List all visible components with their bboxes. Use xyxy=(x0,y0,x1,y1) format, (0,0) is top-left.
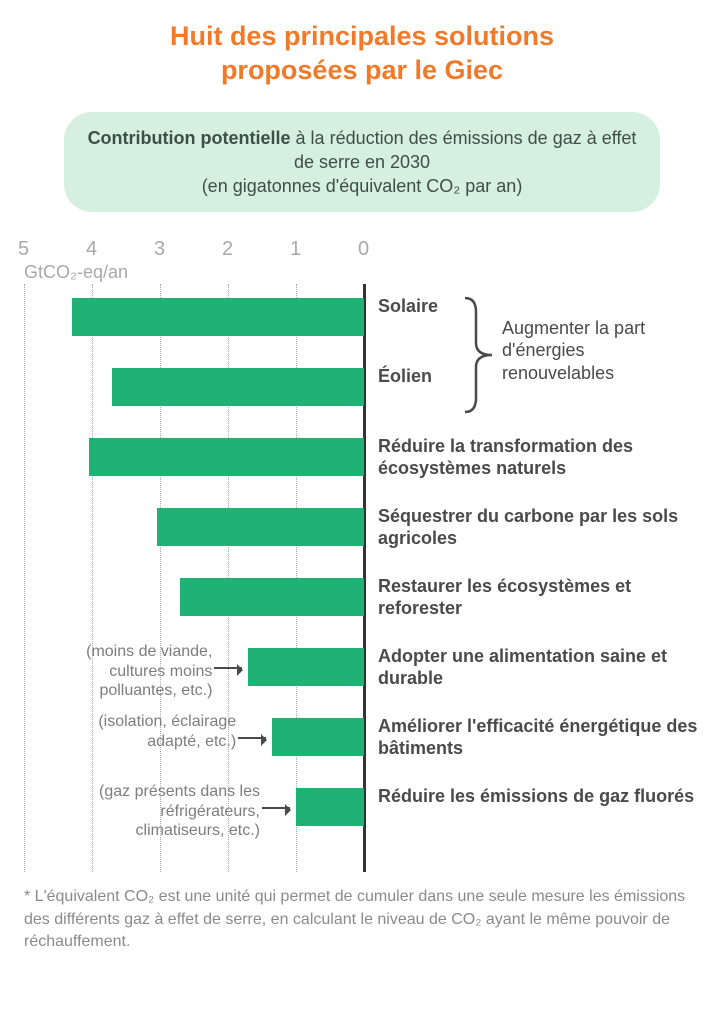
bar-sublabel: (moins de viande, cultures moins polluan… xyxy=(47,642,212,700)
subtitle-rest1: à la réduction des émissions de gaz à ef… xyxy=(291,128,637,172)
bar-sublabel: (isolation, éclairage adapté, etc.) xyxy=(71,712,236,750)
bar-sublabel: (gaz présents dans les réfrigérateurs, c… xyxy=(95,782,260,840)
bar xyxy=(248,648,364,686)
bar-label: Restaurer les écosystèmes et reforester xyxy=(378,576,700,619)
arrow-icon xyxy=(214,667,242,669)
bar-label: Améliorer l'efficacité énergétique des b… xyxy=(378,716,700,759)
bar-row: Restaurer les écosystèmes et reforester xyxy=(24,572,700,642)
title-line-2: proposées par le Giec xyxy=(221,55,503,85)
renewables-bracket-label: Augmenter la part d'énergies renouvelabl… xyxy=(502,317,692,385)
bar-label: Réduire la transformation des écosystème… xyxy=(378,436,700,479)
axis-tick: 1 xyxy=(290,238,302,261)
bar-row: Réduire les émissions de gaz fluorés (gaz… xyxy=(24,782,700,852)
bar-row: Séquestrer du carbone par les sols agric… xyxy=(24,502,700,572)
bar xyxy=(296,788,364,826)
title-line-1: Huit des principales solutions xyxy=(170,21,554,51)
arrow-icon xyxy=(238,737,266,739)
subtitle-bold: Contribution potentielle xyxy=(88,128,291,148)
subtitle-box: Contribution potentielle à la réduction … xyxy=(64,112,660,213)
bar-label: Adopter une alimentation saine et durabl… xyxy=(378,646,700,689)
axis-tick: 0 xyxy=(358,238,370,261)
axis-tick: 3 xyxy=(154,238,166,261)
footnote: * L'équivalent CO₂ est une unité qui per… xyxy=(24,886,700,953)
arrow-icon xyxy=(262,807,290,809)
chart: 543210 GtCO₂-eq/an SolaireÉolienRéduire … xyxy=(24,238,700,872)
subtitle-rest2: (en gigatonnes d'équivalent CO₂ par an) xyxy=(202,176,523,196)
bar-row: Améliorer l'efficacité énergétique des b… xyxy=(24,712,700,782)
axis-tick: 4 xyxy=(86,238,98,261)
bar xyxy=(112,368,364,406)
bar xyxy=(72,298,364,336)
bar-label: Réduire les émissions de gaz fluorés xyxy=(378,786,700,808)
bar-row: Réduire la transformation des écosystème… xyxy=(24,432,700,502)
renewables-bracket xyxy=(464,292,494,418)
bar-row: Adopter une alimentation saine et durabl… xyxy=(24,642,700,712)
axis-unit-label: GtCO₂-eq/an xyxy=(24,262,128,283)
bar xyxy=(180,578,364,616)
axis-tick: 5 xyxy=(18,238,30,261)
bar xyxy=(157,508,364,546)
chart-title: Huit des principales solutions proposées… xyxy=(24,20,700,88)
bar-label: Séquestrer du carbone par les sols agric… xyxy=(378,506,700,549)
bar xyxy=(89,438,364,476)
bar xyxy=(272,718,364,756)
axis-tick: 2 xyxy=(222,238,234,261)
